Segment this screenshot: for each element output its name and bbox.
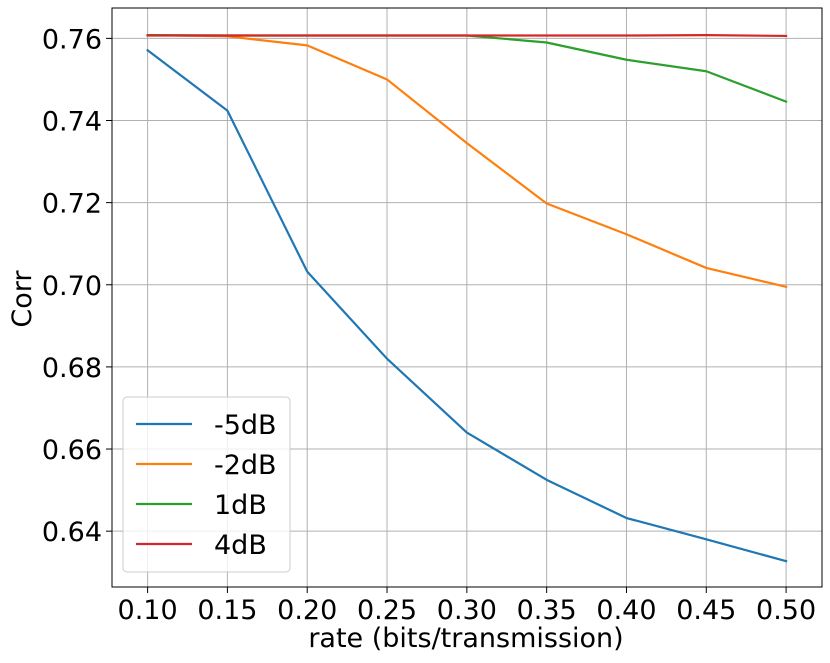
legend-label-3: 4dB <box>214 530 267 561</box>
series-line-3 <box>146 34 788 38</box>
x-tick-label: 0.25 <box>357 595 417 626</box>
series-line-0 <box>146 48 788 563</box>
y-tick-label: 0.68 <box>42 353 102 384</box>
axis-ticks: 0.10 0.15 0.20 0.25 0.30 0.35 0.40 0.45 0.50 0.64… <box>42 24 816 626</box>
x-tick-label: 0.10 <box>118 595 178 626</box>
x-tick-label: 0.45 <box>676 595 736 626</box>
x-tick-label: 0.50 <box>756 595 816 626</box>
x-tick-label: 0.40 <box>596 595 656 626</box>
legend-label-1: -2dB <box>214 450 277 481</box>
y-axis-label: Corr <box>7 270 38 328</box>
y-tick-label: 0.72 <box>42 189 102 220</box>
x-axis-label: rate (bits/transmission) <box>308 623 623 654</box>
x-tick-label: 0.15 <box>197 595 257 626</box>
x-tick-label: 0.35 <box>517 595 577 626</box>
y-tick-label: 0.76 <box>42 24 102 55</box>
x-tick-label: 0.30 <box>437 595 497 626</box>
x-tick-label: 0.20 <box>277 595 337 626</box>
series-line-1 <box>146 33 788 289</box>
legend: -5dB -2dB 1dB 4dB <box>122 396 291 573</box>
legend-label-0: -5dB <box>214 410 277 441</box>
y-tick-label: 0.74 <box>42 107 102 138</box>
legend-box <box>122 396 291 573</box>
series-lines <box>146 33 788 563</box>
y-tick-label: 0.66 <box>42 435 102 466</box>
legend-label-2: 1dB <box>214 490 267 521</box>
y-tick-label: 0.70 <box>42 271 102 302</box>
y-tick-label: 0.64 <box>42 517 102 548</box>
